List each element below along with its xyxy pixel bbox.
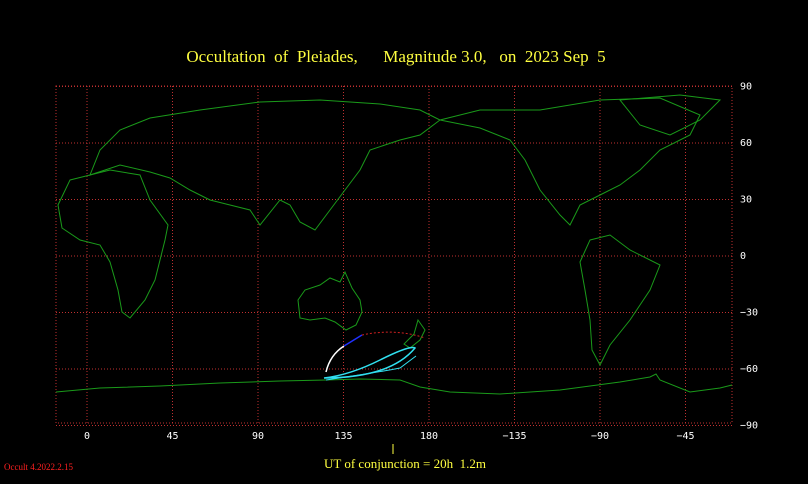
map-frame bbox=[55, 85, 733, 424]
graticule bbox=[56, 86, 732, 426]
title: Occultation of Pleiades, Magnitude 3.0, … bbox=[186, 47, 605, 66]
north-america bbox=[439, 97, 701, 226]
y-tick-label: 60 bbox=[740, 138, 752, 149]
path-white bbox=[325, 345, 345, 373]
x-tick-label: 180 bbox=[420, 431, 438, 442]
eurasia bbox=[89, 99, 441, 231]
greenland bbox=[619, 94, 722, 136]
x-tick-label: 90 bbox=[252, 431, 264, 442]
y-tick-label: 0 bbox=[740, 251, 746, 262]
x-tick-label: 0 bbox=[84, 431, 90, 442]
australia bbox=[297, 270, 363, 331]
y-tick-label: −60 bbox=[740, 364, 758, 375]
conjunction-label: UT of conjunction = 20h 1.2m bbox=[324, 456, 486, 471]
version-label: Occult 4.2022.2.15 bbox=[4, 462, 73, 472]
x-tick-label: 45 bbox=[166, 431, 178, 442]
south-america bbox=[579, 234, 661, 367]
path-blue bbox=[343, 334, 363, 347]
y-tick-label: 30 bbox=[740, 195, 752, 206]
coastlines bbox=[55, 94, 733, 395]
occultation-path bbox=[323, 331, 426, 381]
x-tick-label: −45 bbox=[676, 431, 694, 442]
path-cyan-2 bbox=[325, 355, 417, 381]
africa bbox=[57, 169, 169, 319]
y-tick-label: 90 bbox=[740, 82, 752, 93]
path-red bbox=[361, 331, 426, 339]
x-tick-label: −90 bbox=[591, 431, 609, 442]
y-tick-label: −30 bbox=[740, 308, 758, 319]
x-tick-label: −135 bbox=[502, 431, 526, 442]
antarctica bbox=[55, 373, 733, 395]
x-tick-label: 135 bbox=[334, 431, 352, 442]
y-tick-label: −90 bbox=[740, 421, 758, 432]
